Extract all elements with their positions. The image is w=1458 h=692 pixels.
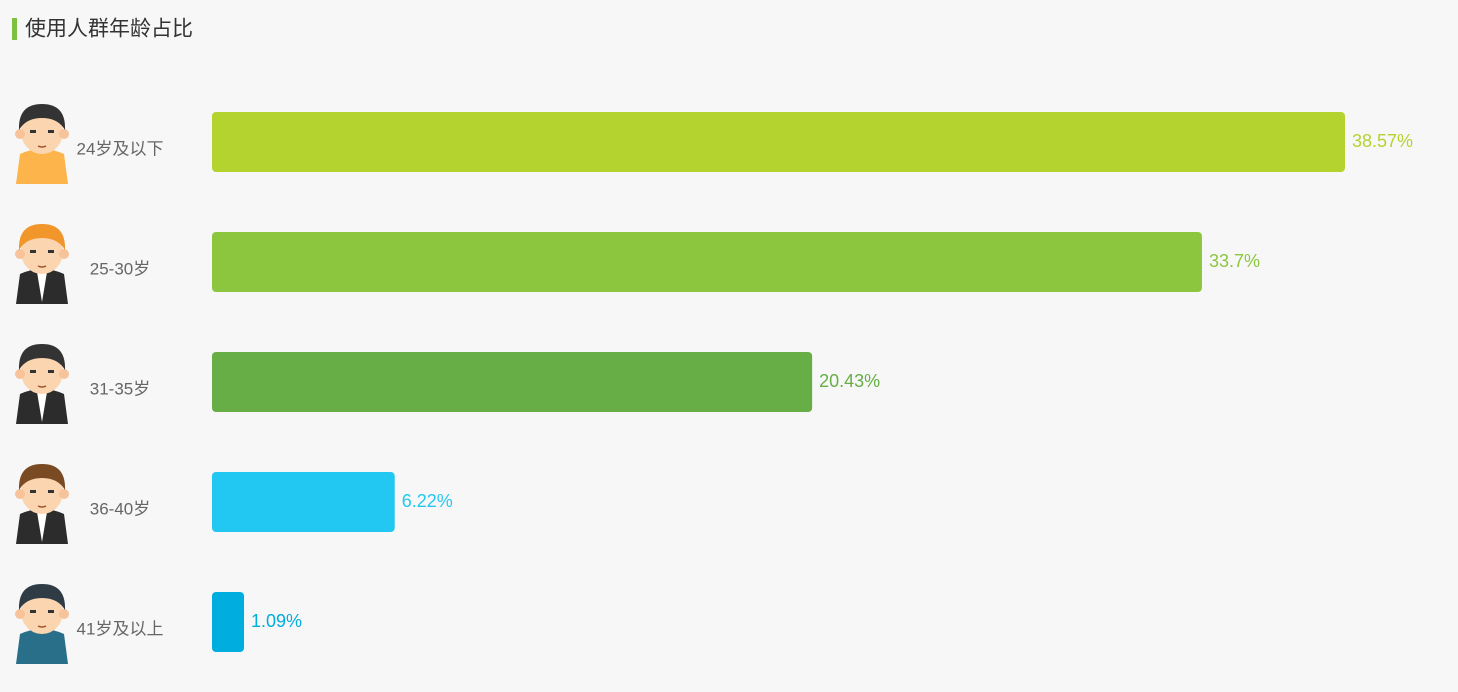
avatar-eye — [30, 490, 36, 493]
avatar-eye — [48, 490, 54, 493]
avatar-shirt — [37, 512, 47, 542]
avatar-ear — [15, 369, 25, 379]
avatar-ear — [59, 609, 69, 619]
avatar-hair — [18, 344, 66, 370]
avatar-eye — [48, 370, 54, 373]
value-label: 20.43% — [819, 371, 880, 391]
avatar-face — [21, 230, 63, 274]
avatar-eye — [30, 610, 36, 613]
bar — [212, 592, 245, 652]
category-label: 25-30岁 — [90, 259, 150, 278]
avatar-ear — [59, 129, 69, 139]
avatar-ear — [15, 609, 25, 619]
avatar-eye — [48, 610, 54, 613]
value-label: 33.7% — [1209, 251, 1260, 271]
avatar — [15, 224, 69, 304]
title-accent — [12, 18, 17, 40]
avatar-body — [16, 149, 68, 184]
bar — [212, 232, 1202, 292]
avatar-shirt — [37, 392, 47, 422]
value-label: 6.22% — [402, 491, 453, 511]
avatar-ear — [59, 489, 69, 499]
avatar-eye — [30, 370, 36, 373]
avatar — [15, 104, 69, 184]
avatar-mouth — [37, 505, 47, 508]
category-label: 24岁及以下 — [77, 139, 164, 158]
avatar-face — [21, 110, 63, 154]
avatar-ear — [59, 369, 69, 379]
avatar-shirt — [37, 272, 47, 302]
value-label: 1.09% — [251, 611, 302, 631]
avatar-mouth — [37, 625, 47, 628]
avatar-mouth — [37, 385, 47, 388]
bar — [212, 352, 813, 412]
category-label: 41岁及以上 — [77, 619, 164, 638]
avatar-body — [16, 629, 68, 664]
avatar-eye — [30, 250, 36, 253]
value-label: 38.57% — [1352, 131, 1413, 151]
avatar-hair — [18, 224, 66, 250]
avatar-mouth — [37, 145, 47, 148]
avatar-hair — [18, 104, 66, 130]
bar — [212, 112, 1345, 172]
avatar-hair — [18, 584, 66, 610]
avatar-ear — [15, 489, 25, 499]
avatar-ear — [15, 249, 25, 259]
chart-title: 使用人群年龄占比 — [25, 18, 193, 41]
avatar — [15, 464, 69, 544]
avatar-face — [21, 350, 63, 394]
avatar-hair — [18, 464, 66, 490]
avatar-mouth — [37, 265, 47, 268]
avatar — [15, 344, 69, 424]
avatar — [15, 584, 69, 664]
avatar-face — [21, 470, 63, 514]
category-label: 36-40岁 — [90, 499, 150, 518]
bar — [212, 472, 395, 532]
category-label: 31-35岁 — [90, 379, 150, 398]
avatar-eye — [30, 130, 36, 133]
avatar-ear — [15, 129, 25, 139]
avatar-eye — [48, 130, 54, 133]
avatar-ear — [59, 249, 69, 259]
avatar-eye — [48, 250, 54, 253]
avatar-face — [21, 590, 63, 634]
